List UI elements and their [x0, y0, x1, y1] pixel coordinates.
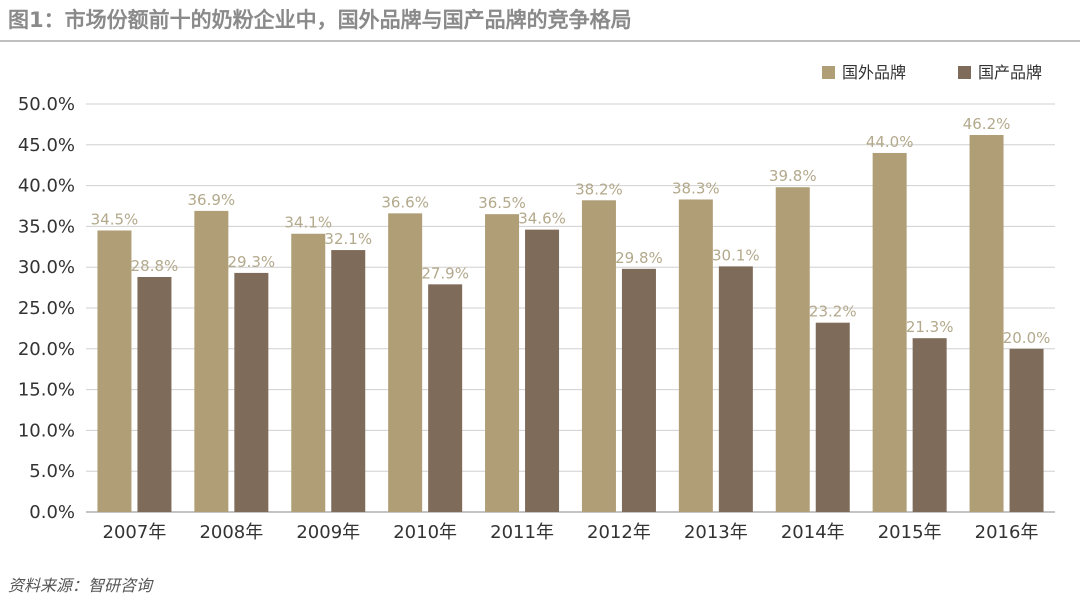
- y-tick-label: 50.0%: [18, 94, 75, 115]
- bar-foreign: [872, 152, 907, 512]
- chart-title: 图1：市场份额前十的奶粉企业中，国外品牌与国产品牌的竞争格局: [8, 8, 632, 32]
- legend-swatch: [958, 66, 971, 79]
- bar-foreign: [581, 200, 616, 512]
- grid-lines: [86, 103, 1055, 513]
- data-label: 30.1%: [712, 246, 760, 264]
- bar-foreign: [485, 214, 520, 512]
- bar-foreign: [678, 199, 713, 513]
- bar-foreign: [291, 233, 326, 512]
- legend-swatch: [822, 66, 835, 79]
- bar-domestic: [1009, 348, 1044, 512]
- y-axis: 0.0% 5.0% 10.0% 15.0% 20.0% 25.0% 30.0% 35.0% 40…: [18, 94, 75, 523]
- title-divider: [0, 40, 1080, 42]
- data-label: 29.3%: [228, 253, 276, 271]
- data-label: 34.5%: [91, 210, 139, 228]
- legend: 国外品牌 国产品牌: [822, 63, 1042, 82]
- y-tick-label: 10.0%: [18, 420, 75, 441]
- y-tick-label: 5.0%: [29, 461, 75, 482]
- y-tick-label: 25.0%: [18, 298, 75, 319]
- x-axis: 2007年 2008年 2009年 2010年 2011年 2012年 2013年 2014年…: [103, 522, 1039, 543]
- x-tick-label: 2007年: [103, 522, 167, 543]
- data-label: 36.5%: [478, 194, 526, 212]
- y-tick-label: 0.0%: [29, 502, 75, 523]
- y-tick-label: 35.0%: [18, 216, 75, 237]
- y-tick-label: 15.0%: [18, 380, 75, 401]
- legend-label: 国外品牌: [842, 63, 906, 82]
- x-tick-label: 2013年: [684, 522, 748, 543]
- data-label: 28.8%: [131, 257, 179, 275]
- data-label: 27.9%: [421, 264, 469, 282]
- bar-foreign: [969, 135, 1004, 512]
- y-tick-label: 20.0%: [18, 339, 75, 360]
- data-label: 39.8%: [769, 167, 817, 185]
- data-label: 38.3%: [672, 179, 720, 197]
- data-label: 46.2%: [963, 115, 1011, 133]
- x-tick-label: 2016年: [975, 522, 1039, 543]
- bar-domestic: [525, 229, 560, 512]
- x-tick-label: 2014年: [781, 522, 845, 543]
- data-label: 38.2%: [575, 180, 623, 198]
- y-tick-label: 45.0%: [18, 135, 75, 156]
- x-tick-label: 2015年: [878, 522, 942, 543]
- y-tick-label: 30.0%: [18, 257, 75, 278]
- value-labels: 34.5% 28.8% 36.9% 29.3% 34.1%32.1% 36.6% 27.9%…: [91, 115, 1051, 347]
- data-label: 29.8%: [615, 249, 663, 267]
- bar-domestic: [428, 284, 463, 512]
- data-label: 44.0%: [866, 133, 914, 151]
- legend-label: 国产品牌: [978, 63, 1042, 82]
- data-label: 36.6%: [381, 193, 429, 211]
- bar-domestic: [234, 272, 269, 512]
- data-label: 32.1%: [324, 230, 372, 248]
- x-tick-label: 2012年: [587, 522, 651, 543]
- y-tick-label: 40.0%: [18, 176, 75, 197]
- x-tick-label: 2009年: [296, 522, 360, 543]
- bar-domestic: [815, 322, 850, 512]
- bar-domestic: [912, 338, 947, 512]
- bar-foreign: [388, 213, 423, 512]
- data-label: 23.2%: [809, 303, 857, 321]
- data-label: 34.6%: [518, 210, 566, 228]
- data-label: 36.9%: [188, 191, 236, 209]
- bar-domestic: [137, 276, 172, 512]
- x-tick-label: 2011年: [490, 522, 554, 543]
- x-tick-label: 2010年: [393, 522, 457, 543]
- data-label: 20.0%: [1003, 329, 1051, 347]
- bar-foreign: [775, 187, 810, 512]
- bar-foreign: [97, 230, 132, 513]
- bar-domestic: [718, 266, 753, 512]
- bar-domestic: [621, 268, 656, 512]
- x-tick-label: 2008年: [199, 522, 263, 543]
- source-note: 资料来源：智研咨询: [8, 576, 153, 595]
- bar-chart: 0.0% 5.0% 10.0% 15.0% 20.0% 25.0% 30.0% 35.0% 40…: [18, 63, 1055, 543]
- data-label: 21.3%: [906, 318, 954, 336]
- bar-foreign: [194, 210, 229, 512]
- bars: [97, 135, 1044, 513]
- data-label: 34.1%: [284, 214, 332, 232]
- bar-domestic: [331, 250, 366, 512]
